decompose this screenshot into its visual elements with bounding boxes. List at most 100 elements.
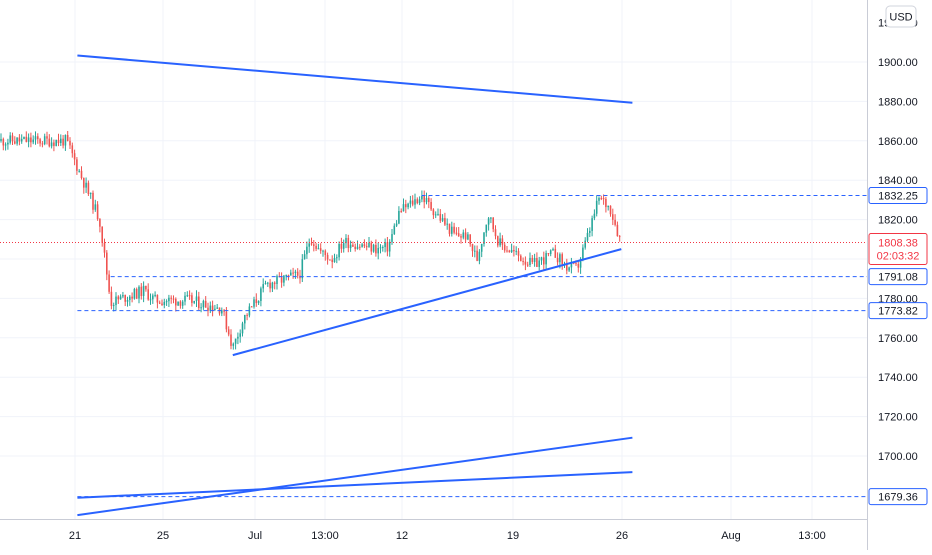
- price-level-label-box: [868, 268, 928, 286]
- candle-body: [485, 224, 488, 233]
- candle-body: [342, 243, 345, 249]
- candle-body: [80, 170, 83, 179]
- candle-body: [552, 248, 554, 251]
- candle-body: [257, 300, 260, 304]
- candle-body: [142, 285, 145, 296]
- candle-body: [110, 291, 113, 306]
- candle-body: [303, 254, 306, 260]
- candle-body: [115, 296, 117, 306]
- candle-body: [57, 139, 60, 144]
- candle-body: [510, 250, 513, 253]
- candle-body: [78, 170, 80, 172]
- candle-body: [430, 202, 432, 210]
- candle-body: [497, 236, 499, 246]
- currency-label: USD: [889, 12, 912, 24]
- candle-body: [384, 242, 386, 248]
- current-price-label: 1808.38: [878, 237, 918, 249]
- candle-body: [50, 142, 53, 147]
- candle-body: [253, 299, 255, 307]
- candle-body: [352, 244, 354, 247]
- candle-body: [370, 242, 373, 252]
- candle-body: [391, 234, 393, 242]
- candle-body: [451, 226, 453, 234]
- candle-body: [248, 306, 251, 316]
- candle-body: [200, 307, 202, 309]
- currency-button[interactable]: USD: [885, 5, 917, 28]
- candle-body: [600, 198, 603, 200]
- candle-body: [595, 200, 598, 214]
- candle-body: [147, 289, 149, 300]
- candle-body: [154, 294, 156, 296]
- candle-body: [232, 343, 235, 346]
- candle-body: [94, 204, 97, 210]
- time-axis[interactable]: 21 25 Jul 13:00 12 19 26 Aug 13:00: [69, 530, 826, 542]
- candle-body: [7, 142, 9, 145]
- candle-body: [503, 244, 506, 251]
- candle-body: [522, 260, 524, 262]
- candle-body: [96, 204, 99, 220]
- candle-body: [11, 135, 14, 142]
- horizontal-levels-layer: [0, 194, 867, 498]
- candle-body: [140, 286, 143, 296]
- candle-body: [255, 299, 258, 304]
- candle-body: [106, 252, 108, 275]
- candle-body: [209, 305, 212, 311]
- x-tick-label: Aug: [721, 530, 741, 542]
- candle-body: [214, 308, 216, 311]
- candle-body: [260, 288, 262, 301]
- candle-body: [177, 301, 179, 306]
- candle-body: [92, 192, 94, 210]
- candle-body: [37, 136, 39, 140]
- candle-body: [108, 274, 110, 292]
- candle-body: [354, 246, 356, 250]
- candle-body: [14, 141, 16, 144]
- candle-body: [99, 219, 101, 227]
- candle-body: [421, 195, 423, 200]
- candle-body: [43, 136, 46, 145]
- price-level-label: 1773.82: [878, 306, 918, 318]
- candle-body: [283, 275, 285, 283]
- candle-body: [181, 301, 184, 306]
- candle-body: [204, 300, 207, 308]
- candle-body: [359, 246, 361, 248]
- candle-body: [612, 214, 614, 220]
- candle-body: [345, 237, 347, 244]
- candle-body: [506, 250, 508, 252]
- candle-body: [365, 246, 368, 248]
- candle-body: [71, 145, 74, 154]
- candle-body: [441, 218, 444, 221]
- candle-body: [602, 198, 605, 200]
- y-tick-label: 1720.00: [878, 412, 918, 424]
- candle-body: [538, 260, 540, 267]
- candle-body: [425, 197, 428, 203]
- candle-body: [480, 243, 483, 252]
- candle-body: [239, 333, 241, 337]
- candle-body: [614, 219, 616, 225]
- candle-body: [561, 254, 563, 265]
- candle-body: [439, 213, 442, 221]
- candle-body: [83, 178, 85, 188]
- price-level-label: 1832.25: [878, 190, 918, 202]
- candle-body: [237, 336, 239, 339]
- candle-body: [428, 197, 430, 203]
- candle-body: [531, 257, 534, 262]
- candle-body: [126, 300, 129, 302]
- candle-body: [131, 296, 133, 299]
- price-level-label-box: [868, 302, 928, 320]
- candle-body: [398, 210, 400, 224]
- candle-body: [586, 232, 589, 241]
- candle-body: [526, 264, 529, 266]
- candle-body: [494, 229, 497, 237]
- candle-body: [285, 274, 287, 276]
- candle-body: [64, 134, 67, 146]
- candle-body: [168, 297, 170, 302]
- candle-body: [262, 284, 264, 289]
- candle-body: [292, 272, 294, 274]
- candle-body: [27, 137, 30, 142]
- candle-body: [524, 261, 527, 265]
- candle-body: [152, 295, 154, 300]
- candle-body: [161, 303, 163, 306]
